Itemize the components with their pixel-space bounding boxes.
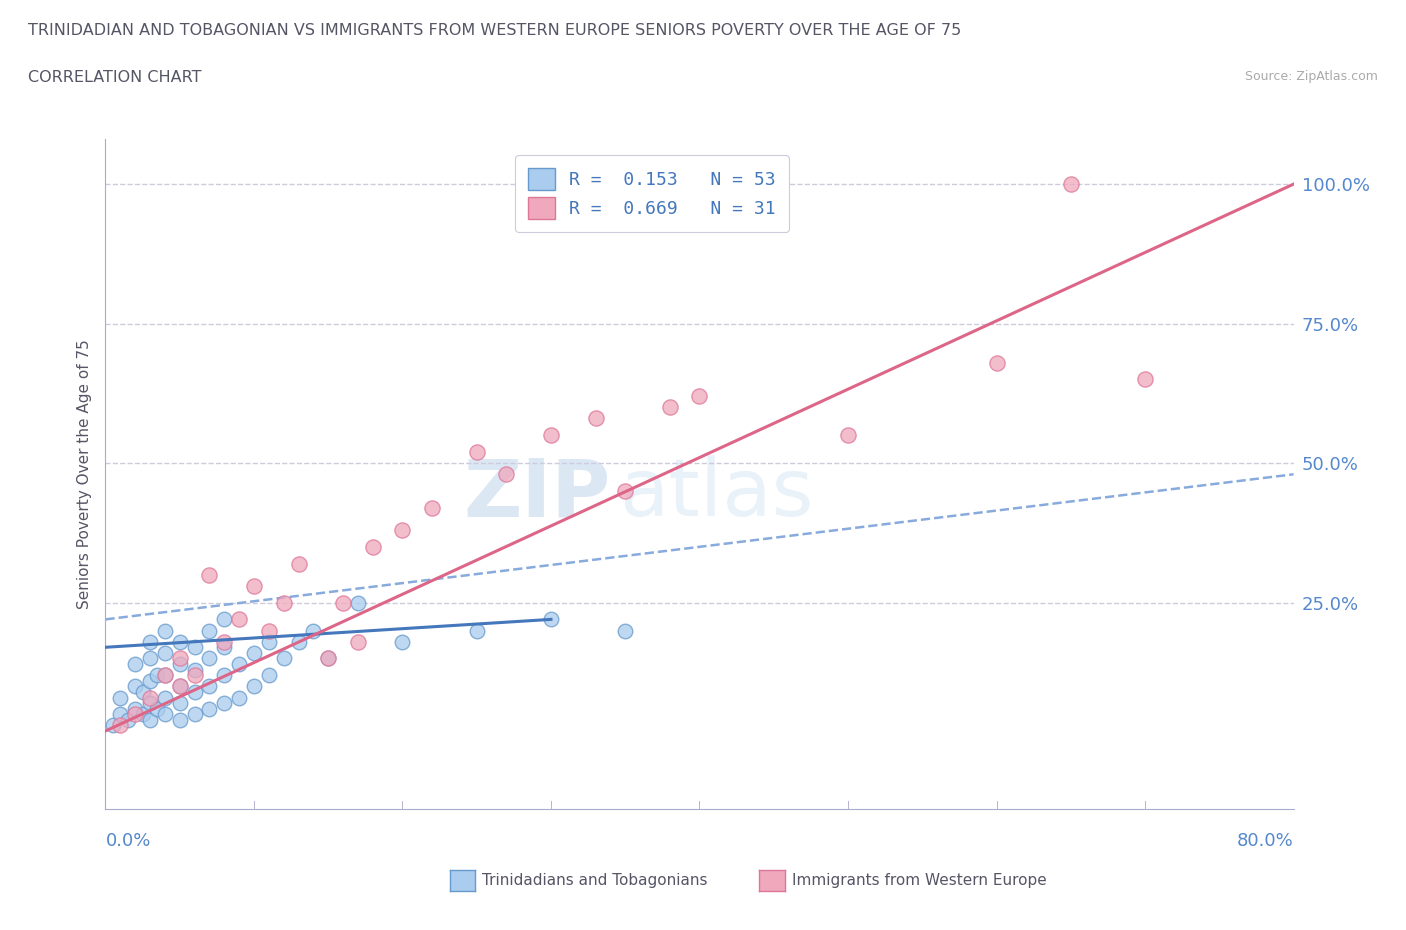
Point [139, 690, 162, 705]
Point [316, 651, 339, 666]
Point [257, 634, 280, 649]
Point [228, 690, 250, 705]
Point [214, 612, 236, 627]
Point [139, 712, 162, 727]
Point [658, 400, 681, 415]
Point [228, 612, 250, 627]
Point [332, 595, 354, 610]
Point [146, 668, 169, 683]
Point [198, 651, 221, 666]
Point [169, 679, 191, 694]
Point [169, 696, 191, 711]
Point [361, 539, 384, 554]
Point [391, 523, 413, 538]
Point [689, 389, 711, 404]
Point [139, 651, 162, 666]
Point [1060, 177, 1083, 192]
Point [124, 657, 146, 671]
Point [169, 651, 191, 666]
Point [183, 662, 205, 677]
Point [347, 634, 370, 649]
Point [198, 679, 221, 694]
Point [243, 645, 266, 660]
Point [540, 428, 562, 443]
Point [153, 645, 176, 660]
Point [124, 679, 146, 694]
Point [273, 595, 295, 610]
Point [153, 690, 176, 705]
Point [131, 684, 153, 699]
Point [169, 712, 191, 727]
Point [585, 411, 607, 426]
Point [214, 696, 236, 711]
Point [257, 668, 280, 683]
Point [391, 634, 413, 649]
Point [183, 684, 205, 699]
Text: 80.0%: 80.0% [1237, 832, 1294, 850]
Point [139, 634, 162, 649]
Y-axis label: Seniors Poverty Over the Age of 75: Seniors Poverty Over the Age of 75 [76, 339, 91, 609]
Legend: R =  0.153   N = 53, R =  0.669   N = 31: R = 0.153 N = 53, R = 0.669 N = 31 [515, 155, 789, 232]
Point [124, 707, 146, 722]
Point [110, 690, 132, 705]
Point [153, 668, 176, 683]
Text: TRINIDADIAN AND TOBAGONIAN VS IMMIGRANTS FROM WESTERN EUROPE SENIORS POVERTY OVE: TRINIDADIAN AND TOBAGONIAN VS IMMIGRANTS… [28, 23, 962, 38]
Point [420, 500, 443, 515]
Point [273, 651, 295, 666]
Point [316, 651, 339, 666]
Point [347, 595, 370, 610]
Point [837, 428, 859, 443]
Point [169, 679, 191, 694]
Text: Source: ZipAtlas.com: Source: ZipAtlas.com [1244, 70, 1378, 83]
Point [110, 718, 132, 733]
Point [183, 668, 205, 683]
Text: atlas: atlas [619, 456, 813, 534]
Point [139, 696, 162, 711]
Point [614, 623, 637, 638]
Point [101, 718, 124, 733]
Point [198, 623, 221, 638]
Point [302, 623, 325, 638]
Point [287, 556, 309, 571]
Point [540, 612, 562, 627]
Point [1133, 372, 1156, 387]
Point [243, 578, 266, 593]
Point [614, 484, 637, 498]
Point [243, 679, 266, 694]
Point [169, 634, 191, 649]
Point [465, 623, 488, 638]
Text: CORRELATION CHART: CORRELATION CHART [28, 70, 201, 85]
Text: ZIP: ZIP [463, 456, 610, 534]
Point [146, 701, 169, 716]
Point [257, 623, 280, 638]
Point [465, 445, 488, 459]
Point [198, 701, 221, 716]
Point [153, 668, 176, 683]
Point [228, 657, 250, 671]
Point [287, 634, 309, 649]
Point [214, 668, 236, 683]
Point [986, 355, 1008, 370]
Point [124, 701, 146, 716]
Point [198, 567, 221, 582]
Point [153, 707, 176, 722]
Text: Trinidadians and Tobagonians: Trinidadians and Tobagonians [482, 873, 707, 888]
Text: 0.0%: 0.0% [105, 832, 150, 850]
Point [495, 467, 517, 482]
Text: Immigrants from Western Europe: Immigrants from Western Europe [792, 873, 1046, 888]
Point [214, 640, 236, 655]
Point [169, 657, 191, 671]
Point [214, 634, 236, 649]
Point [110, 707, 132, 722]
Point [139, 673, 162, 688]
Point [183, 640, 205, 655]
Point [131, 707, 153, 722]
Point [153, 623, 176, 638]
Point [183, 707, 205, 722]
Point [117, 712, 139, 727]
